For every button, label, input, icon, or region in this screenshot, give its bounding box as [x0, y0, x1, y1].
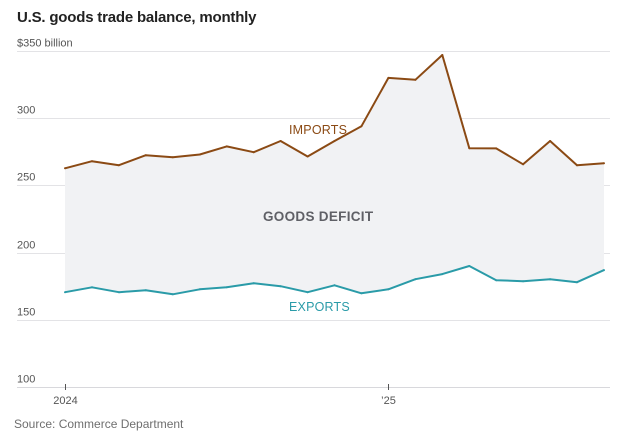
x-tick-label: 2024	[53, 395, 77, 407]
exports-point	[117, 291, 120, 294]
exports-point	[144, 289, 147, 292]
exports-point	[64, 291, 66, 294]
goods-deficit-area	[65, 55, 604, 295]
exports-point	[468, 265, 471, 267]
y-tick-label-200: 200	[17, 240, 35, 252]
y-tick-label-100: 100	[17, 374, 35, 386]
imports-point	[603, 162, 605, 165]
exports-point	[252, 282, 255, 285]
x-axis: 2024 ’25	[53, 384, 396, 407]
exports-point	[603, 269, 605, 272]
exports-point	[333, 284, 336, 287]
imports-point	[198, 153, 201, 156]
imports-label: IMPORTS	[289, 123, 347, 137]
imports-point	[279, 140, 282, 142]
exports-point	[414, 278, 417, 281]
imports-point	[576, 164, 578, 167]
imports-point	[468, 147, 471, 150]
exports-point	[225, 286, 228, 289]
y-tick-label-150: 150	[17, 307, 35, 319]
x-tick-label: ’25	[381, 395, 396, 407]
y-tick-label-250: 250	[17, 172, 35, 184]
imports-point	[171, 156, 174, 159]
exports-point	[549, 278, 552, 281]
series-lines	[64, 54, 605, 296]
y-tick-label-300: 300	[17, 105, 35, 117]
imports-point	[360, 125, 363, 128]
y-tick-label-350: $350 billion	[17, 38, 73, 50]
exports-point	[360, 292, 363, 295]
goods-deficit-label: GOODS DEFICIT	[263, 209, 374, 224]
imports-point	[306, 155, 309, 158]
exports-point	[387, 288, 390, 291]
imports-point	[522, 163, 525, 166]
imports-point	[64, 167, 66, 170]
y-axis: 100 150 200 250 300 $350 billion	[17, 38, 73, 386]
imports-point	[441, 54, 444, 56]
imports-point	[144, 154, 147, 157]
exports-point	[279, 285, 282, 288]
exports-point	[171, 293, 174, 296]
imports-point	[495, 147, 498, 150]
exports-label: EXPORTS	[289, 300, 350, 314]
exports-point	[522, 280, 525, 283]
exports-point	[441, 273, 444, 276]
exports-point	[306, 291, 309, 294]
imports-point	[414, 78, 417, 81]
imports-point	[387, 76, 390, 79]
imports-point	[252, 151, 255, 154]
chart-title: U.S. goods trade balance, monthly	[17, 9, 257, 26]
imports-point	[225, 145, 228, 148]
imports-point	[91, 160, 93, 163]
exports-point	[91, 286, 93, 289]
source-note: Source: Commerce Department	[14, 417, 184, 431]
exports-point	[495, 279, 498, 282]
imports-point	[549, 140, 552, 142]
imports-point	[333, 140, 336, 142]
imports-point	[117, 164, 120, 167]
exports-point	[576, 281, 578, 284]
exports-point	[198, 288, 201, 291]
